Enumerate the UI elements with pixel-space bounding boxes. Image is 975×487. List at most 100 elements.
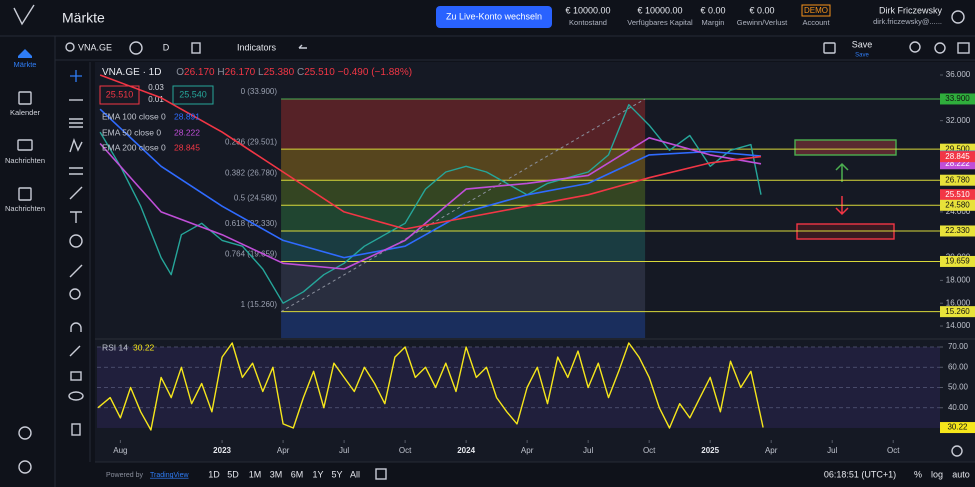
x-tick-label: Aug xyxy=(113,446,127,455)
ohlc-value: 26.170 xyxy=(225,67,256,78)
x-tick-label: Jul xyxy=(339,446,349,455)
value-tag-label: 28.845 xyxy=(945,152,970,161)
page-title: Märkte xyxy=(62,10,105,26)
live-button-label[interactable]: Zu Live-Konto wechseln xyxy=(446,11,542,21)
price-tag-label: 22.330 xyxy=(945,226,970,235)
y-tick-label: 50.00 xyxy=(948,383,969,392)
clock: 06:18:51 (UTC+1) xyxy=(824,469,896,479)
y-tick-label: 40.00 xyxy=(948,403,969,412)
legend-name: EMA 200 close 0 xyxy=(102,142,166,152)
symbol[interactable]: VNA.GE xyxy=(78,42,112,52)
fib-band xyxy=(281,149,645,180)
price-tag-label: 25.510 xyxy=(945,190,970,199)
brand-link[interactable]: TradingView xyxy=(150,472,189,479)
x-tick-label: 2024 xyxy=(457,446,475,455)
legend-value: 28.845 xyxy=(174,142,200,152)
fib-band xyxy=(281,180,645,205)
nav-label[interactable]: Nachrichten xyxy=(5,204,45,213)
range-button[interactable]: All xyxy=(350,469,360,479)
fib-label: 1 (15.260) xyxy=(241,300,278,309)
legend-name: EMA 100 close 0 xyxy=(102,111,166,121)
indicators[interactable]: Indicators xyxy=(237,42,277,52)
zone-box[interactable] xyxy=(797,224,894,239)
value-tag-label: 30.22 xyxy=(947,423,968,432)
legend-name: EMA 50 close 0 xyxy=(102,127,161,137)
stat-label: Gewinn/Verlust xyxy=(737,18,788,27)
stat-label: Kontostand xyxy=(569,18,607,27)
x-tick-label: 2023 xyxy=(213,446,231,455)
range-button[interactable]: 6M xyxy=(291,469,304,479)
range-button[interactable]: 1M xyxy=(249,469,262,479)
ohlc-value: 25.380 xyxy=(264,67,295,78)
interval[interactable]: D xyxy=(163,42,170,52)
price-tag-label: 26.780 xyxy=(945,175,970,184)
range-button[interactable]: 5D xyxy=(227,469,239,479)
x-tick-label: Apr xyxy=(765,446,778,455)
fib-band xyxy=(281,312,645,338)
symbol: VNA.GE · 1D xyxy=(102,67,161,78)
stat-label: Verfügbares Kapital xyxy=(627,18,693,27)
fib-label: 0.382 (26.780) xyxy=(225,168,277,177)
y-tick-label: 14.000 xyxy=(946,321,971,330)
stat-value: € 0.00 xyxy=(749,5,774,15)
auto-toggle[interactable]: auto xyxy=(952,469,970,479)
x-tick-label: Jul xyxy=(827,446,837,455)
price-tag-label: 33.900 xyxy=(945,94,970,103)
legend-value: 28.891 xyxy=(174,111,200,121)
change: −0.490 (−1.88%) xyxy=(338,67,413,78)
ohlc-value: 25.510 xyxy=(304,67,335,78)
ask[interactable]: 25.540 xyxy=(179,89,207,99)
price-tag-label: 24.580 xyxy=(945,200,970,209)
range-button[interactable]: 1Y xyxy=(312,469,323,479)
user-name: Dirk Friczewsky xyxy=(879,5,942,15)
fib-label: 0 (33.900) xyxy=(241,87,278,96)
y-tick-label: 32.000 xyxy=(946,116,971,125)
save-sub[interactable]: Save xyxy=(855,53,869,59)
nav-label[interactable]: Märkte xyxy=(14,60,37,69)
range-button[interactable]: 5Y xyxy=(331,469,342,479)
ohlc-value: 26.170 xyxy=(184,67,215,78)
fib-label: 0.5 (24.580) xyxy=(234,193,277,202)
ohlc-key: H xyxy=(217,67,224,78)
fib-band xyxy=(281,231,645,261)
x-tick-label: Oct xyxy=(887,446,900,455)
powered-by: Powered by xyxy=(106,472,143,479)
y-tick-label: 60.00 xyxy=(948,362,969,371)
legend-value: 30.22 xyxy=(133,342,155,352)
range-button[interactable]: 1D xyxy=(208,469,220,479)
x-tick-label: 2025 xyxy=(701,446,719,455)
user-email: dirk.friczewsky@...... xyxy=(873,17,942,26)
legend-value: 28.222 xyxy=(174,127,200,137)
fib-label: 0.618 (22.330) xyxy=(225,219,277,228)
stat-value: € 0.00 xyxy=(700,5,725,15)
x-tick-label: Jul xyxy=(583,446,593,455)
x-tick-label: Oct xyxy=(399,446,412,455)
stat-value: € 10000.00 xyxy=(565,5,610,15)
spread: 0.03 xyxy=(148,83,164,92)
price-tag-label: 19.659 xyxy=(945,257,970,266)
x-tick-label: Oct xyxy=(643,446,656,455)
bid[interactable]: 25.510 xyxy=(106,89,134,99)
legend-name: RSI 14 xyxy=(102,342,128,352)
account-label: Account xyxy=(802,18,830,27)
save[interactable]: Save xyxy=(852,39,873,49)
y-tick-label: 36.000 xyxy=(946,70,971,79)
nav-label[interactable]: Nachrichten xyxy=(5,156,45,165)
stat-label: Margin xyxy=(702,18,725,27)
log-toggle[interactable]: log xyxy=(931,469,943,479)
chart-legend: VNA.GE · 1D O26.170 H26.170 L25.380 C25.… xyxy=(102,67,412,78)
stat-value: € 10000.00 xyxy=(637,5,682,15)
price-tag-label: 15.260 xyxy=(945,307,970,316)
y-tick-label: 18.000 xyxy=(946,275,971,284)
demo-label: DEMO xyxy=(804,6,828,15)
ohlc-key: C xyxy=(297,67,304,78)
range-button[interactable]: 3M xyxy=(270,469,283,479)
y-tick-label: 70.00 xyxy=(948,342,969,351)
nav-label[interactable]: Kalender xyxy=(10,108,41,117)
x-tick-label: Apr xyxy=(521,446,534,455)
zone-box[interactable] xyxy=(795,140,896,155)
fib-band xyxy=(281,99,645,149)
percent-toggle[interactable]: % xyxy=(914,469,922,479)
